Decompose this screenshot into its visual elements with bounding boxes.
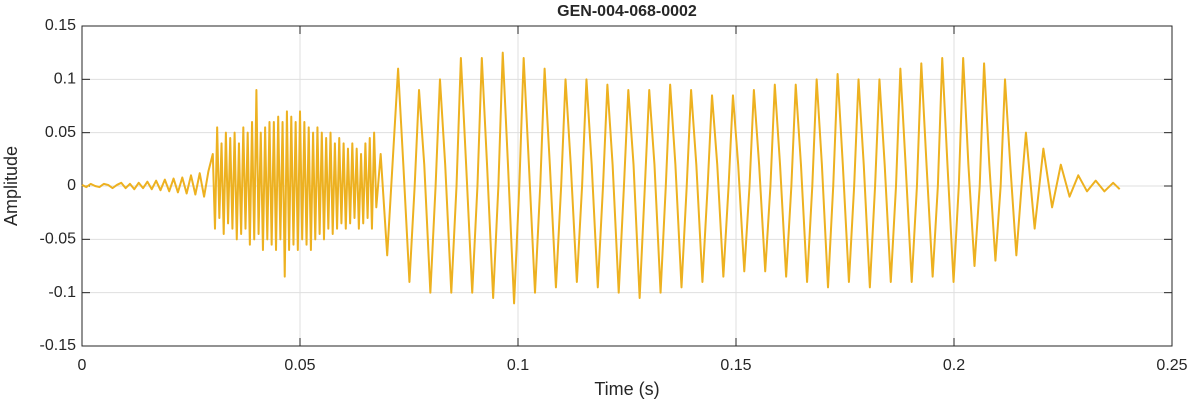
chart-title: GEN-004-068-0002 — [557, 3, 697, 20]
y-tick-label: 0.05 — [45, 124, 76, 141]
y-tick-label: 0 — [67, 177, 76, 194]
x-tick-label: 0.25 — [1156, 357, 1187, 374]
x-tick-label: 0.15 — [720, 357, 751, 374]
y-tick-label: -0.1 — [48, 284, 76, 301]
x-axis-label: Time (s) — [594, 379, 659, 399]
y-tick-label: -0.15 — [40, 337, 77, 354]
x-tick-label: 0 — [78, 357, 87, 374]
x-tick-label: 0.05 — [284, 357, 315, 374]
x-tick-label: 0.1 — [507, 357, 529, 374]
y-tick-label: 0.15 — [45, 17, 76, 34]
x-tick-label: 0.2 — [943, 357, 965, 374]
y-tick-label: 0.1 — [54, 71, 76, 88]
y-axis-label: Amplitude — [1, 146, 21, 226]
y-tick-label: -0.05 — [40, 231, 77, 248]
waveform-line — [81, 51, 1121, 305]
